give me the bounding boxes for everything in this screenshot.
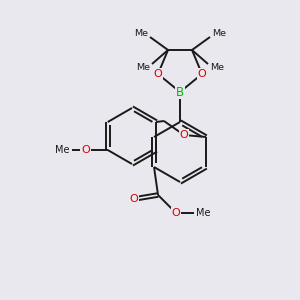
Text: O: O xyxy=(154,69,162,79)
Text: Me: Me xyxy=(134,29,148,38)
Text: Me: Me xyxy=(210,62,224,71)
Text: O: O xyxy=(130,194,138,204)
Text: Me: Me xyxy=(136,62,150,71)
Text: Me: Me xyxy=(196,208,211,218)
Text: O: O xyxy=(172,208,180,218)
Text: Me: Me xyxy=(212,29,226,38)
Text: B: B xyxy=(176,85,184,98)
Text: O: O xyxy=(180,130,188,140)
Text: O: O xyxy=(198,69,206,79)
Text: O: O xyxy=(81,145,90,155)
Text: Me: Me xyxy=(55,145,70,155)
